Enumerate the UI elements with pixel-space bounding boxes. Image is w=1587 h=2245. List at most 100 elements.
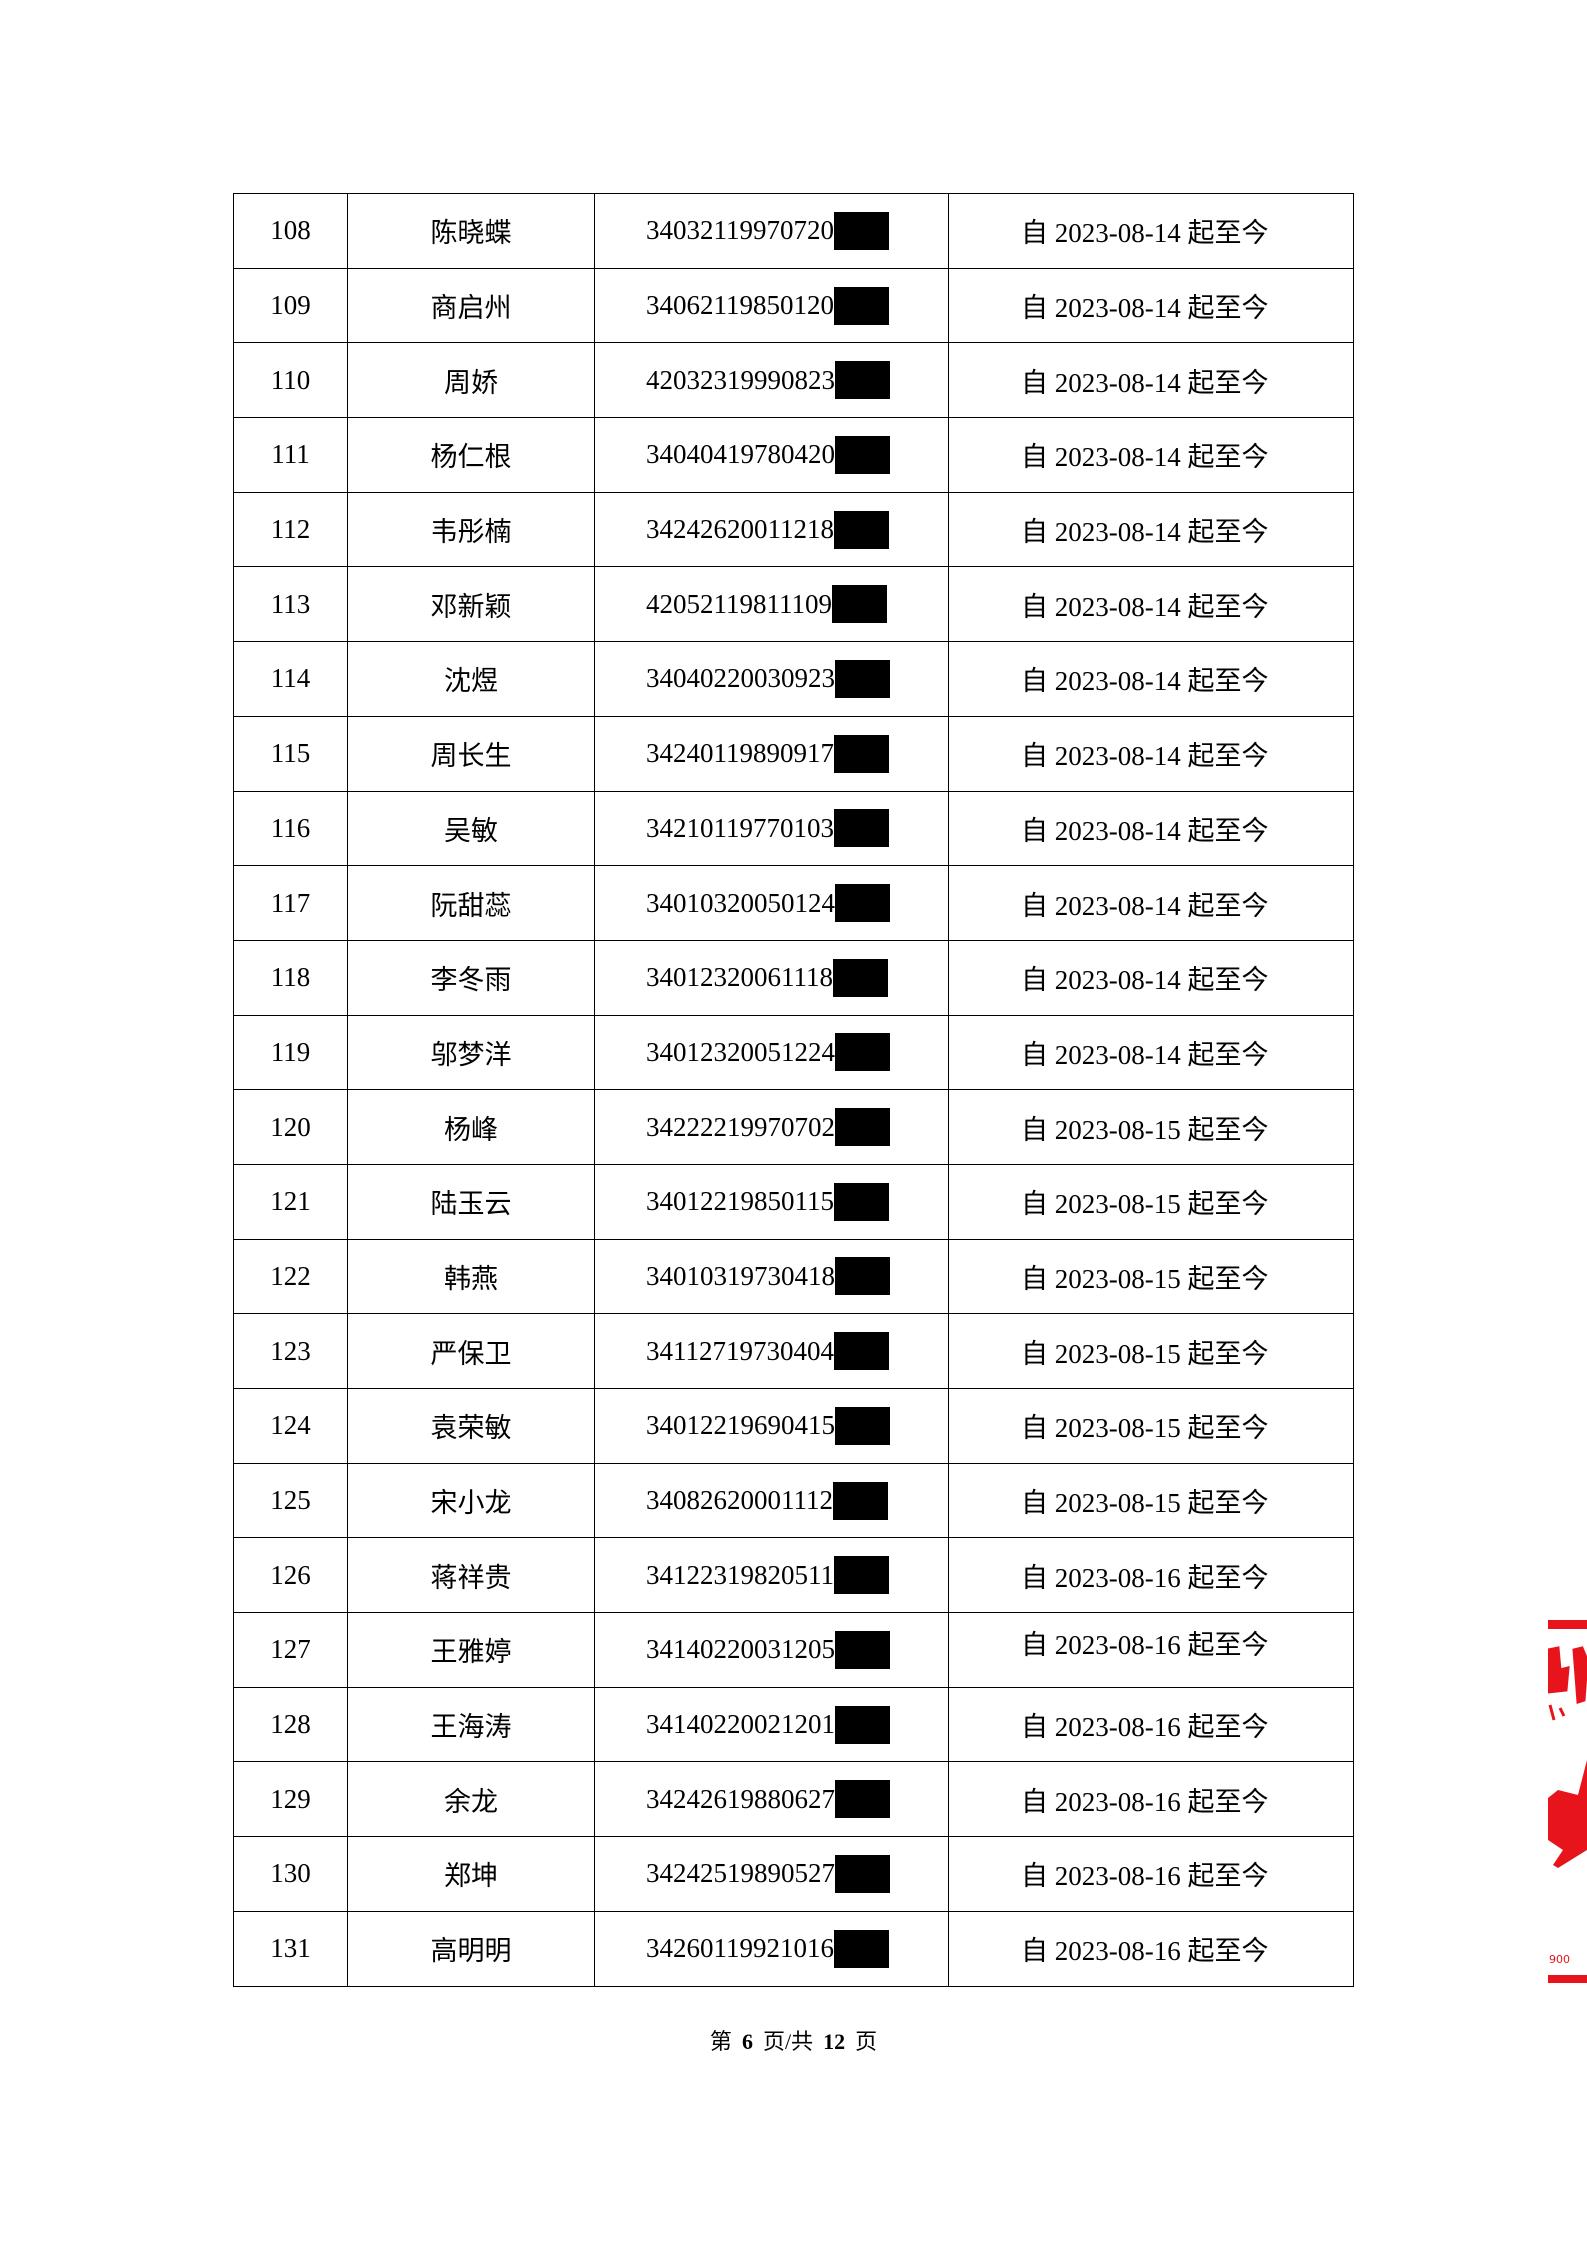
table-row: 108 陈晓蝶 34032119970720 自 2023-08-14 起至今 [233,193,1354,269]
id-number: 34010319730418 [646,1260,835,1291]
table-row: 125 宋小龙 34082620001112 自 2023-08-15 起至今 [233,1462,1354,1539]
period-cell: 自 2023-08-15 起至今 [948,1462,1354,1539]
id-number: 34242619880627 [646,1783,835,1814]
person-name: 严保卫 [347,1313,595,1389]
id-number-cell: 34012219850115 [594,1163,949,1240]
period: 自 2023-08-15 起至今 [1021,1114,1269,1145]
id-number-cell: 34062119850120 [594,267,949,344]
redaction-block [834,734,889,773]
redaction-block [834,211,889,250]
person-name: 吴敏 [347,790,595,867]
table-row: 109 商启州 34062119850120 自 2023-08-14 起至今 [233,267,1354,344]
redaction-block [835,1108,890,1147]
period: 自 2023-08-14 起至今 [1021,815,1269,846]
id-number-cell: 34012219690415 [594,1388,949,1464]
redaction-block [835,1406,890,1445]
row-number: 111 [233,417,348,493]
redaction-block [835,659,890,698]
redaction-block [833,1481,888,1520]
footer-prefix: 第 [709,2029,732,2054]
period: 自 2023-08-14 起至今 [1021,591,1269,622]
period-cell: 自 2023-08-14 起至今 [948,566,1354,643]
redaction-block [835,1780,890,1819]
redaction-block [835,1630,890,1669]
row-number: 124 [233,1388,348,1464]
id-number: 34012219690415 [646,1410,835,1441]
period-cell: 自 2023-08-14 起至今 [948,417,1354,493]
period: 自 2023-08-14 起至今 [1021,666,1269,697]
id-number: 34140220021201 [646,1709,835,1740]
period-cell: 自 2023-08-16 起至今 [948,1836,1354,1912]
period: 自 2023-08-14 起至今 [1021,293,1269,324]
row-number: 119 [233,1014,348,1091]
person-name: 王雅婷 [347,1612,595,1688]
period-cell: 自 2023-08-15 起至今 [948,1163,1354,1240]
id-number-cell: 34210119770103 [594,790,949,867]
redaction-block [834,1556,889,1595]
person-name: 高明明 [347,1910,595,1987]
personnel-table: 108 陈晓蝶 34032119970720 自 2023-08-14 起至今 109 商… [233,193,1354,1987]
person-name: 蒋祥贵 [347,1537,595,1614]
id-number: 42052119811109 [646,588,832,619]
period-cell: 自 2023-08-16 起至今 [948,1910,1354,1987]
id-number-cell: 42052119811109 [594,566,949,643]
period: 自 2023-08-14 起至今 [1021,890,1269,921]
row-number: 108 [233,193,348,269]
svg-text:900: 900 [1549,1953,1570,1966]
id-number-cell: 34012320061118 [594,939,949,1016]
redaction-block [833,958,888,997]
person-name: 陈晓蝶 [347,193,595,269]
id-number-cell: 34032119970720 [594,193,949,269]
period-cell: 自 2023-08-14 起至今 [948,193,1354,269]
period: 自 2023-08-16 起至今 [1021,1861,1269,1892]
row-number: 125 [233,1462,348,1539]
person-name: 阮甜蕊 [347,865,595,941]
row-number: 116 [233,790,348,867]
period-cell: 自 2023-08-16 起至今 [948,1612,1354,1688]
row-number: 113 [233,566,348,643]
redaction-block [835,1705,890,1744]
redaction-block [834,1929,889,1968]
person-name: 余龙 [347,1761,595,1838]
person-name: 宋小龙 [347,1462,595,1539]
table-row: 129 余龙 34242619880627 自 2023-08-16 起至今 [233,1761,1354,1838]
id-number-cell: 42032319990823 [594,342,949,419]
person-name: 周娇 [347,342,595,419]
person-name: 周长生 [347,715,595,792]
row-number: 127 [233,1612,348,1688]
id-number: 34240119890917 [646,738,834,769]
id-number-cell: 34122319820511 [594,1537,949,1614]
id-number-cell: 34010319730418 [594,1238,949,1315]
period-cell: 自 2023-08-15 起至今 [948,1388,1354,1464]
table-row: 112 韦彤楠 34242620011218 自 2023-08-14 起至今 [233,491,1354,568]
row-number: 126 [233,1537,348,1614]
period: 自 2023-08-16 起至今 [1021,1630,1269,1661]
period-cell: 自 2023-08-15 起至今 [948,1238,1354,1315]
table-row: 127 王雅婷 34140220031205 自 2023-08-16 起至今 [233,1612,1354,1688]
person-name: 韦彤楠 [347,491,595,568]
table-row: 121 陆玉云 34012219850115 自 2023-08-15 起至今 [233,1163,1354,1240]
redaction-block [832,585,887,624]
row-number: 118 [233,939,348,1016]
id-number: 34012320061118 [646,962,833,993]
period-cell: 自 2023-08-14 起至今 [948,342,1354,419]
period: 自 2023-08-15 起至今 [1021,1263,1269,1294]
table-row: 115 周长生 34240119890917 自 2023-08-14 起至今 [233,715,1354,792]
period: 自 2023-08-14 起至今 [1021,965,1269,996]
id-number-cell: 34112719730404 [594,1313,949,1389]
id-number-cell: 34140220031205 [594,1612,949,1688]
person-name: 郑坤 [347,1836,595,1912]
id-number-cell: 34240119890917 [594,715,949,792]
person-name: 沈煜 [347,641,595,717]
id-number: 34012320051224 [646,1036,835,1067]
id-number-cell: 34082620001112 [594,1462,949,1539]
person-name: 邓新颖 [347,566,595,643]
id-number: 34260119921016 [646,1933,834,1964]
page-footer: 第 6 页/共 12 页 [0,2024,1587,2056]
redaction-block [834,286,889,325]
id-number: 34122319820511 [646,1559,834,1590]
id-number-cell: 34222219970702 [594,1089,949,1165]
person-name: 陆玉云 [347,1163,595,1240]
row-number: 129 [233,1761,348,1838]
redaction-block [834,1332,889,1371]
